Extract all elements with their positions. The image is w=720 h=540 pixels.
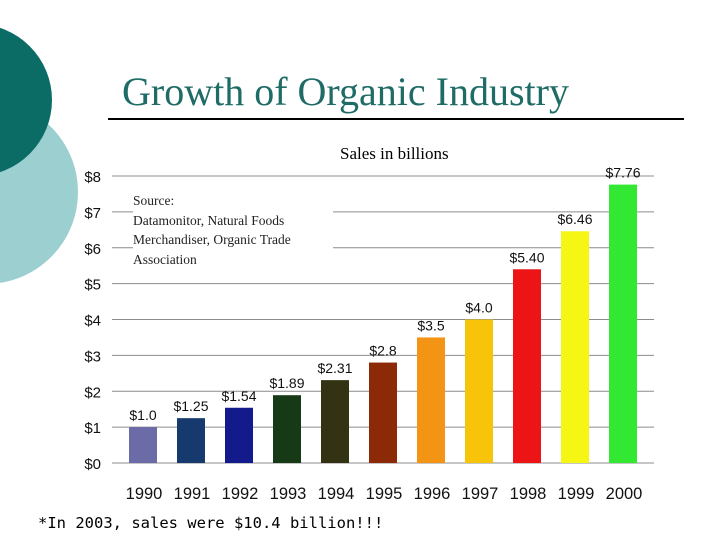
y-tick-label: $5 — [84, 277, 101, 294]
x-tick-label: 1992 — [222, 485, 259, 503]
title-divider — [108, 118, 684, 120]
source-note: Source: Datamonitor, Natural Foods Merch… — [133, 191, 333, 269]
axis-labels: $0 $1 $2 $3 $4 $5 $6 $7 $8 1990 1991 1992 1993 1994 19… — [84, 169, 642, 503]
source-line: Source: — [133, 193, 175, 208]
x-tick-label: 1997 — [462, 485, 499, 503]
bar — [177, 418, 205, 463]
bar — [561, 231, 589, 463]
y-tick-label: $1 — [84, 420, 101, 437]
bar-data-label: $3.5 — [417, 317, 444, 333]
x-tick-label: 1998 — [510, 485, 547, 503]
source-line: Merchandiser, Organic Trade — [133, 232, 291, 247]
slide-title: Growth of Organic Industry — [122, 69, 569, 114]
data-labels: $1.0 $1.25 $1.54 $1.89 $2.31 $2.8 $3.5 $4.0 $5.4… — [129, 165, 640, 424]
bar-data-label: $1.54 — [221, 388, 256, 404]
source-line: Association — [133, 251, 197, 267]
y-tick-label: $8 — [84, 169, 101, 186]
chart-title: Sales in billions — [340, 144, 449, 163]
x-tick-label: 1993 — [270, 485, 307, 503]
bar — [321, 380, 349, 463]
x-tick-label: 1995 — [366, 485, 403, 503]
y-tick-label: $2 — [84, 384, 101, 401]
bar — [129, 427, 157, 463]
bar — [273, 395, 301, 463]
x-tick-label: 1999 — [558, 485, 595, 503]
x-tick-label: 1996 — [414, 485, 451, 503]
bar — [465, 319, 493, 463]
footnote: *In 2003, sales were $10.4 billion!!! — [38, 514, 384, 532]
x-tick-label: 2000 — [606, 485, 643, 503]
x-tick-label: 1990 — [126, 485, 163, 503]
source-line: Datamonitor, Natural Foods — [133, 212, 285, 228]
bar-data-label: $2.8 — [369, 343, 396, 359]
bar-data-label: $1.25 — [173, 398, 208, 414]
bar-data-label: $5.40 — [509, 249, 544, 265]
bar — [417, 337, 445, 463]
y-tick-label: $7 — [84, 205, 101, 222]
bar-data-label: $4.0 — [465, 300, 492, 316]
bar — [513, 269, 541, 463]
y-tick-label: $6 — [84, 241, 101, 258]
bar — [369, 362, 397, 463]
y-tick-label: $0 — [84, 456, 101, 473]
y-tick-label: $3 — [84, 348, 101, 365]
bar — [225, 407, 253, 463]
bar-data-label: $6.46 — [557, 211, 592, 227]
bar-data-label: $1.0 — [129, 407, 156, 423]
bar-data-label: $7.76 — [605, 165, 640, 181]
bar-data-label: $1.89 — [269, 375, 304, 391]
x-tick-label: 1991 — [174, 485, 211, 503]
bar — [609, 184, 637, 464]
bar-data-label: $2.31 — [317, 360, 352, 376]
bars — [129, 184, 637, 464]
x-tick-label: 1994 — [318, 485, 355, 503]
y-tick-label: $4 — [84, 313, 101, 330]
